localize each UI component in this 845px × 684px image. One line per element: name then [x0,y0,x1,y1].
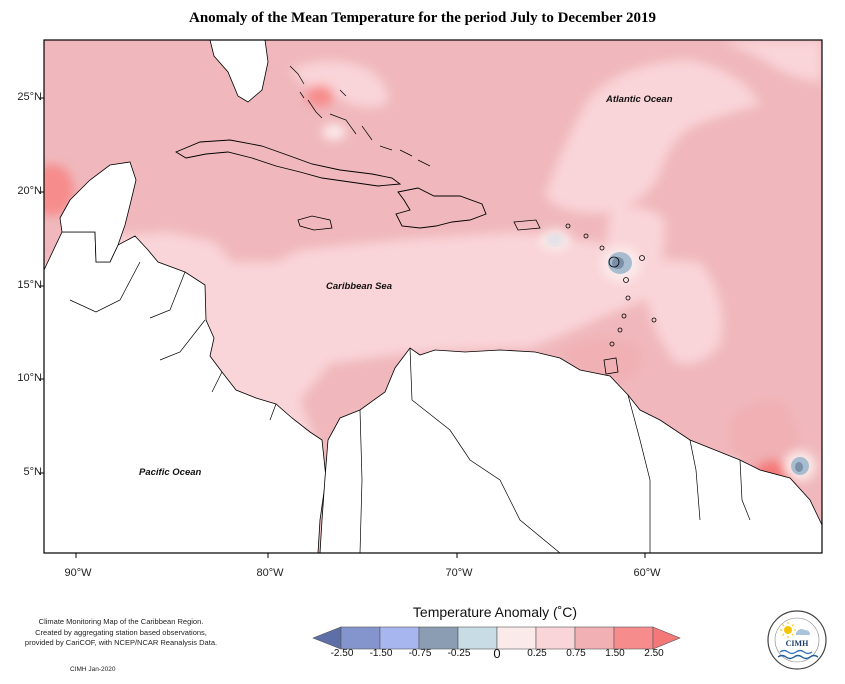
map-title: Anomaly of the Mean Temperature for the … [188,10,657,26]
legend-swatch [418,626,459,650]
cool-spot [795,462,803,472]
sun-icon [780,622,796,638]
legend-tick: 0.25 [527,648,547,659]
legend-tick: 0.75 [566,648,586,659]
atlantic-ocean-label: Atlantic Ocean [606,94,673,105]
legend-tick: -1.50 [369,648,393,659]
legend-tick: 2.50 [644,648,664,659]
lat-label-5: 5°N [23,466,42,478]
puerto-rico-island [513,219,541,231]
anomaly-band-light [722,40,822,82]
anomaly-band-light [645,258,723,364]
anomaly-band-light [545,60,760,214]
anomaly-band-light [290,61,388,108]
legend-swatch [535,626,576,650]
legend-swatch [340,626,381,650]
lon-label-80: 80°W [256,567,284,579]
hispaniola-island [395,187,487,229]
lon-label-60: 60°W [633,567,661,579]
credit-date: CIMH Jan-2020 [70,666,116,673]
yucatan-land [59,161,137,263]
legend-title: Temperature Anomaly (˚C) [412,604,578,620]
legend-tick: -0.75 [408,648,432,659]
pacific-ocean-label: Pacific Ocean [139,467,202,478]
map-credit: Climate Monitoring Map of the Caribbean … [24,617,218,647]
warm-spot [44,164,74,216]
legend-swatch [613,626,654,650]
lon-label-70: 70°W [445,567,473,579]
legend-swatch-low-arrow [312,626,342,650]
bahamas-islands [289,65,431,167]
trinidad-island [603,357,619,375]
florida-land [209,40,269,103]
cool-spot [612,257,624,269]
cuba-island [175,139,402,187]
cool-spot [548,235,562,245]
legend-colorbar [312,626,681,650]
cimh-logo: CIMH [767,610,827,670]
legend-swatch [574,626,615,650]
legend-swatch [379,626,420,650]
neutral-spot [322,124,346,140]
lat-label-25: 25°N [17,91,42,103]
map-frame [43,39,823,554]
warm-spot [306,85,334,107]
legend-tick: -0.25 [447,648,471,659]
legend-tick: -2.50 [330,648,354,659]
lat-label-15: 15°N [17,279,42,291]
legend-tick: 1.50 [605,648,625,659]
lat-label-20: 20°N [17,185,42,197]
cloud-icon [796,629,810,635]
jamaica-island [297,215,333,231]
caribbean-sea-label: Caribbean Sea [326,281,392,292]
wave-icon [779,649,813,655]
south-america-land [319,347,822,553]
lesser-antilles [565,223,657,347]
legend-swatch-high-arrow [652,626,681,650]
country-borders [69,261,751,553]
legend-tick: 0 [493,646,501,661]
lon-label-90: 90°W [64,567,92,579]
lat-label-10: 10°N [17,372,42,384]
logo-acronym: CIMH [786,639,809,648]
